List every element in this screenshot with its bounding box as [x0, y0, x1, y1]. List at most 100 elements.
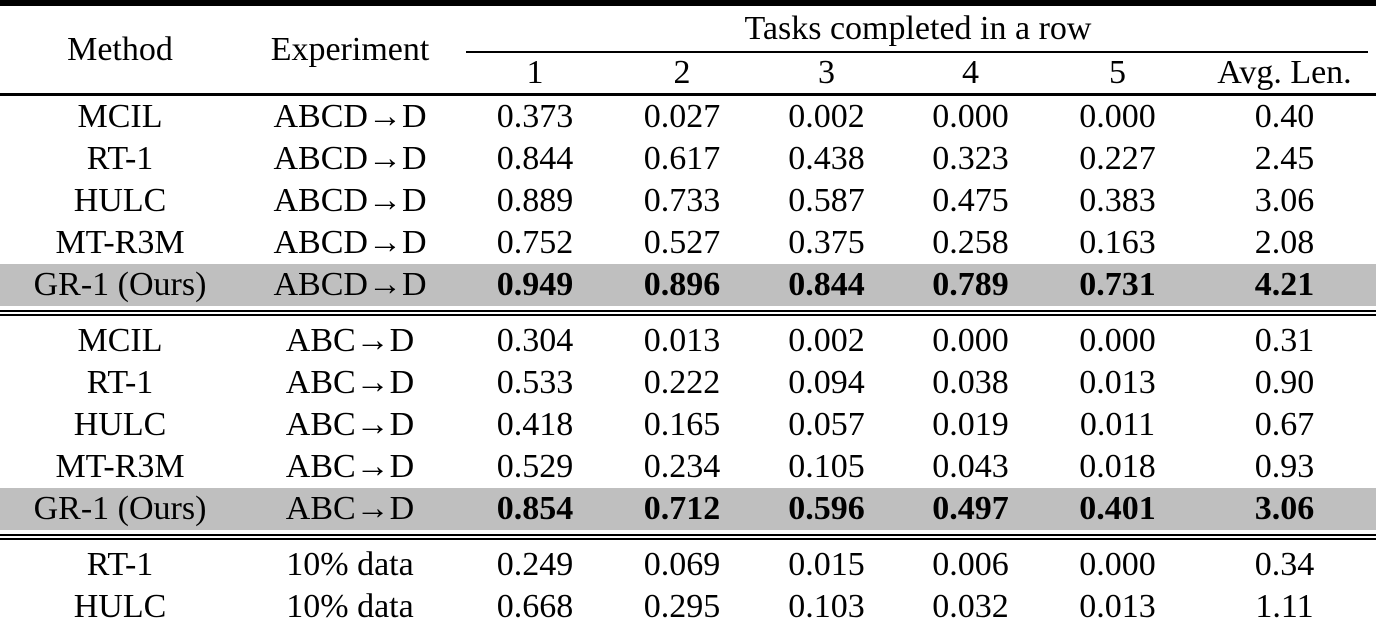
- value-cell: 0.069: [643, 546, 721, 583]
- header-task-col-5: 5: [1109, 54, 1126, 91]
- value-cell: 0.323: [932, 140, 1009, 177]
- table-row: HULC ABC→D 0.418 0.165 0.057 0.019 0.011…: [0, 404, 1376, 446]
- table-row: RT-1 ABC→D 0.533 0.222 0.094 0.038 0.013…: [0, 362, 1376, 404]
- method-cell: RT-1: [86, 364, 154, 401]
- value-cell: 0.038: [932, 364, 1009, 401]
- value-cell: 0.019: [932, 406, 1009, 443]
- table-row: MCIL ABCD→D 0.373 0.027 0.002 0.000 0.00…: [0, 96, 1376, 138]
- value-cell: 0.295: [643, 588, 721, 625]
- header-task-col-1: 1: [526, 54, 544, 91]
- experiment-cell: ABC→D: [285, 322, 415, 359]
- value-cell: 0.596: [788, 490, 865, 527]
- experiment-cell: ABC→D: [285, 364, 415, 401]
- value-cell: 0.027: [643, 98, 721, 135]
- experiment-cell: 10% data: [286, 546, 414, 583]
- table-row: RT-1 10% data 0.249 0.069 0.015 0.006 0.…: [0, 544, 1376, 586]
- method-cell: MCIL: [77, 322, 163, 359]
- value-cell: 0.015: [788, 546, 865, 583]
- header-span-label: Tasks completed in a row: [744, 9, 1092, 47]
- value-cell: 0.018: [1079, 448, 1156, 485]
- value-cell: 0.373: [496, 98, 574, 135]
- value-cell: 0.375: [788, 224, 865, 261]
- header-task-col-2: 2: [673, 54, 691, 91]
- experiment-cell: ABC→D: [285, 448, 415, 485]
- table-row-highlighted: GR-1 (Ours) ABCD→D 0.949 0.896 0.844 0.7…: [0, 264, 1376, 306]
- value-cell: 0.013: [1079, 588, 1156, 625]
- experiment-cell: ABC→D: [285, 490, 415, 527]
- method-cell: GR-1 (Ours): [33, 266, 207, 303]
- method-cell: HULC: [73, 588, 167, 625]
- group-separator: [0, 306, 1376, 320]
- experiment-cell: ABCD→D: [273, 182, 427, 219]
- table-row-highlighted: GR-1 (Ours) ABC→D 0.854 0.712 0.596 0.49…: [0, 488, 1376, 530]
- value-cell: 0.304: [496, 322, 574, 359]
- value-cell: 0.163: [1079, 224, 1156, 261]
- value-cell: 0.529: [496, 448, 574, 485]
- value-cell: 0.032: [932, 588, 1009, 625]
- value-cell: 0.668: [496, 588, 574, 625]
- value-cell: 0.533: [496, 364, 574, 401]
- table-row: MCIL ABC→D 0.304 0.013 0.002 0.000 0.000…: [0, 320, 1376, 362]
- avg-len-cell: 3.06: [1254, 182, 1315, 219]
- avg-len-cell: 4.21: [1254, 266, 1315, 303]
- value-cell: 0.383: [1079, 182, 1156, 219]
- table-row: HULC ABCD→D 0.889 0.733 0.587 0.475 0.38…: [0, 180, 1376, 222]
- avg-len-cell: 0.90: [1254, 364, 1315, 401]
- separator-rule: [0, 314, 1376, 316]
- header-experiment-label: Experiment: [270, 30, 430, 68]
- method-cell: MT-R3M: [55, 448, 185, 485]
- table-row: MT-R3M ABC→D 0.529 0.234 0.105 0.043 0.0…: [0, 446, 1376, 488]
- value-cell: 0.497: [932, 490, 1009, 527]
- separator-rule: [0, 538, 1376, 540]
- value-cell: 0.013: [1079, 364, 1156, 401]
- table-group-abc-d: MCIL ABC→D 0.304 0.013 0.002 0.000 0.000…: [0, 320, 1376, 530]
- table-group-10pct-data: RT-1 10% data 0.249 0.069 0.015 0.006 0.…: [0, 544, 1376, 628]
- value-cell: 0.000: [1079, 322, 1156, 359]
- span-underline-rule: [466, 51, 1368, 53]
- avg-len-cell: 0.93: [1254, 448, 1315, 485]
- value-cell: 0.227: [1079, 140, 1156, 177]
- value-cell: 0.000: [932, 322, 1009, 359]
- table-header: Method Experiment Tasks completed in a r…: [0, 0, 1376, 96]
- value-cell: 0.000: [932, 98, 1009, 135]
- value-cell: 0.401: [1079, 490, 1156, 527]
- value-cell: 0.002: [788, 322, 865, 359]
- value-cell: 0.002: [788, 98, 865, 135]
- value-cell: 0.587: [788, 182, 865, 219]
- value-cell: 0.234: [643, 448, 721, 485]
- header-task-col-3: 3: [818, 54, 835, 91]
- avg-len-cell: 2.45: [1254, 140, 1315, 177]
- value-cell: 0.844: [788, 266, 865, 303]
- top-rule: [0, 0, 1376, 6]
- avg-len-cell: 3.06: [1254, 490, 1315, 527]
- value-cell: 0.000: [1079, 98, 1156, 135]
- avg-len-cell: 0.31: [1254, 322, 1315, 359]
- value-cell: 0.889: [496, 182, 574, 219]
- value-cell: 0.752: [496, 224, 574, 261]
- value-cell: 0.094: [788, 364, 865, 401]
- method-cell: HULC: [73, 406, 167, 443]
- value-cell: 0.000: [1079, 546, 1156, 583]
- avg-len-cell: 0.34: [1254, 546, 1315, 583]
- avg-len-cell: 0.40: [1254, 98, 1315, 135]
- method-cell: HULC: [73, 182, 167, 219]
- value-cell: 0.057: [788, 406, 865, 443]
- header-avg-len-label: Avg. Len.: [1217, 54, 1352, 91]
- value-cell: 0.258: [932, 224, 1009, 261]
- method-cell: MCIL: [77, 98, 163, 135]
- experiment-cell: ABCD→D: [273, 224, 427, 261]
- header-task-col-4: 4: [962, 54, 979, 91]
- value-cell: 0.527: [643, 224, 721, 261]
- separator-rule: [0, 310, 1376, 312]
- avg-len-cell: 1.11: [1255, 588, 1314, 625]
- experiment-cell: ABCD→D: [273, 98, 427, 135]
- method-cell: MT-R3M: [55, 224, 185, 261]
- value-cell: 0.165: [643, 406, 721, 443]
- separator-rule: [0, 534, 1376, 536]
- value-cell: 0.617: [643, 140, 721, 177]
- method-cell: GR-1 (Ours): [33, 490, 207, 527]
- value-cell: 0.854: [496, 490, 574, 527]
- value-cell: 0.013: [643, 322, 721, 359]
- value-cell: 0.043: [932, 448, 1009, 485]
